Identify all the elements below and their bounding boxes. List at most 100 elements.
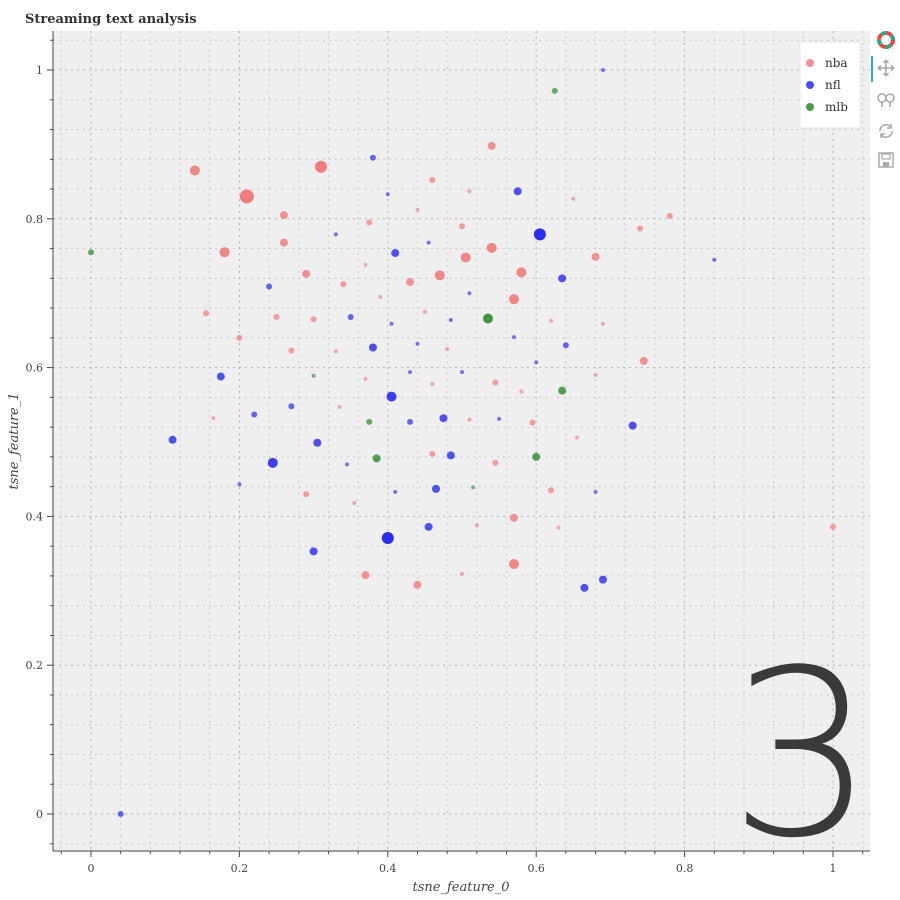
nba-point: [548, 487, 555, 494]
series-nba: [189, 141, 836, 589]
nba-point: [467, 417, 472, 422]
legend-marker-mlb: [806, 103, 814, 111]
nba-point: [303, 491, 310, 498]
wheel-zoom-icon[interactable]: [876, 90, 896, 110]
nba-point: [575, 435, 580, 440]
nba-point: [830, 523, 836, 530]
nba-point: [415, 207, 420, 212]
mlb-point: [311, 373, 316, 378]
mlb-point: [558, 386, 567, 395]
nfl-point: [385, 192, 390, 197]
reset-icon[interactable]: [876, 121, 896, 141]
nfl-point: [562, 342, 569, 349]
nfl-point: [309, 547, 318, 556]
nba-point: [219, 247, 230, 258]
nba-point: [340, 281, 347, 288]
x-tick-label: 0.6: [527, 862, 545, 875]
nfl-point: [580, 583, 589, 592]
pan-icon[interactable]: [876, 58, 896, 78]
nfl-point: [216, 372, 225, 381]
nfl-point: [386, 391, 397, 402]
nba-point: [279, 238, 288, 247]
nfl-point: [593, 489, 598, 494]
nba-point: [203, 310, 210, 317]
mlb-point: [551, 87, 558, 94]
nfl-point: [266, 283, 273, 290]
nba-point: [429, 177, 436, 184]
nba-point: [239, 189, 254, 204]
nfl-point: [497, 416, 502, 421]
nba-point: [333, 349, 338, 354]
nba-point: [492, 379, 499, 386]
nba-point: [460, 571, 464, 576]
nfl-point: [168, 435, 177, 444]
nba-point: [508, 294, 519, 305]
data-points: [88, 68, 836, 817]
y-tick-label: 0: [36, 808, 43, 821]
nfl-point: [251, 411, 258, 418]
x-tick-label: 0.8: [676, 862, 694, 875]
nfl-point: [534, 360, 539, 365]
nba-point: [516, 267, 527, 278]
nfl-point: [408, 370, 413, 375]
legend-marker-nba: [806, 59, 814, 67]
legend-label-mlb: mlb: [825, 100, 848, 114]
nba-point: [189, 165, 200, 176]
nfl-point: [628, 421, 637, 430]
x-tick-label: 0: [88, 862, 95, 875]
nba-point: [315, 160, 328, 173]
nba-point: [429, 450, 436, 457]
nfl-point: [344, 462, 349, 467]
nfl-point: [368, 343, 377, 352]
nfl-point: [424, 522, 433, 531]
y-tick-label: 0.2: [26, 659, 44, 672]
nba-point: [549, 318, 554, 323]
nba-point: [279, 211, 288, 220]
nfl-point: [432, 484, 441, 493]
nba-point: [460, 252, 471, 263]
nfl-point: [511, 335, 516, 340]
plot-area[interactable]: [53, 31, 870, 851]
nba-point: [556, 525, 561, 530]
bokeh-logo-icon[interactable]: [876, 30, 896, 50]
nba-point: [571, 196, 576, 201]
nba-point: [519, 389, 524, 394]
overlay-counter: 3: [729, 622, 875, 889]
nba-point: [352, 501, 357, 506]
nba-point: [529, 419, 536, 426]
nba-point: [422, 309, 427, 314]
nba-point: [467, 189, 472, 194]
nfl-point: [533, 228, 546, 241]
nba-point: [474, 523, 479, 528]
nfl-point: [558, 274, 567, 283]
nfl-point: [347, 314, 354, 321]
nfl-point: [460, 370, 464, 375]
nba-point: [509, 513, 518, 522]
nfl-point: [426, 240, 431, 245]
x-tick-label: 0.2: [231, 862, 249, 875]
pan-active-indicator: [871, 56, 873, 82]
nba-point: [310, 316, 317, 323]
mlb-point: [88, 249, 94, 256]
nfl-point: [513, 187, 522, 196]
nba-point: [445, 347, 450, 351]
nfl-point: [712, 257, 717, 262]
nfl-point: [439, 414, 448, 423]
nba-point: [430, 381, 435, 386]
x-tick-label: 0.4: [379, 862, 397, 875]
series-mlb: [88, 87, 567, 490]
nba-point: [487, 141, 496, 150]
save-icon[interactable]: [876, 150, 896, 170]
nba-point: [273, 314, 280, 321]
nfl-point: [313, 438, 322, 447]
nfl-point: [415, 341, 420, 346]
nba-point: [302, 269, 311, 278]
legend-label-nba: nba: [825, 56, 848, 70]
nba-point: [288, 347, 295, 354]
nfl-point: [598, 575, 607, 584]
mlb-point: [471, 485, 476, 490]
y-tick-label: 0.6: [26, 362, 44, 375]
nfl-point: [393, 489, 398, 494]
legend[interactable]: nba nfl mlb: [799, 41, 861, 129]
y-tick-label: 0.4: [26, 510, 44, 523]
